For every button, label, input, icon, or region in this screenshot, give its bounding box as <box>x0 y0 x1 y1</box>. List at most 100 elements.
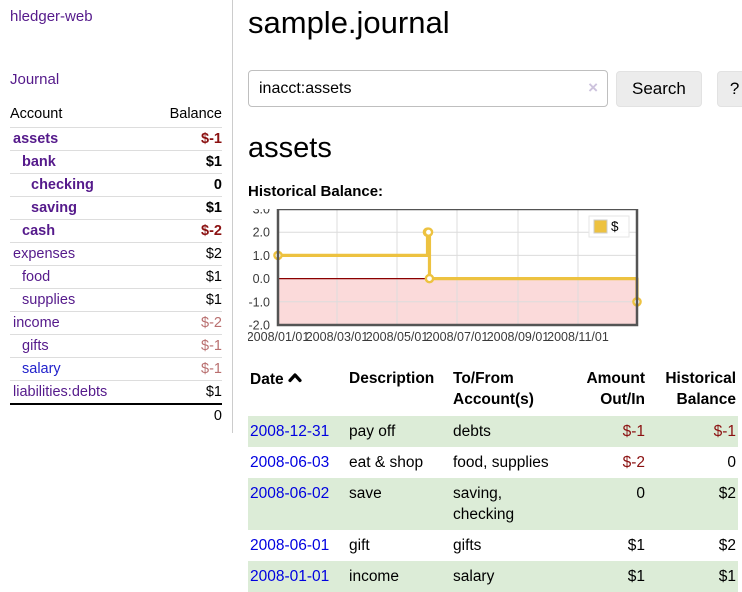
transaction-amount: 0 <box>636 485 645 502</box>
clear-search-icon[interactable]: × <box>588 78 598 97</box>
transaction-description: income <box>349 568 399 585</box>
account-link-bank[interactable]: bank <box>22 154 56 170</box>
account-row: bank $1 <box>10 150 222 174</box>
account-balance: $-1 <box>147 127 222 151</box>
account-row: salary $-1 <box>10 357 222 381</box>
balance-column-header: Balance <box>169 106 222 122</box>
transaction-description: pay off <box>349 423 396 440</box>
account-row: checking 0 <box>10 173 222 197</box>
date-column-header[interactable]: Date <box>248 366 347 416</box>
sidebar-journal-link[interactable]: Journal <box>10 71 60 88</box>
transactions-table: Date Description To/From Account(s) Amou… <box>248 366 738 592</box>
transaction-date-link[interactable]: 2008-12-31 <box>250 423 330 440</box>
account-row: cash $-2 <box>10 219 222 243</box>
description-column-header: Description <box>349 370 435 387</box>
y-axis-tick-label: 3.0 <box>253 209 270 217</box>
transaction-row[interactable]: 2008-06-02 save saving, checking 0 $2 <box>248 478 738 530</box>
account-link-food[interactable]: food <box>22 269 51 285</box>
transaction-accounts: saving, checking <box>453 485 515 523</box>
account-balance: $-2 <box>147 311 222 335</box>
transaction-accounts: debts <box>453 423 491 440</box>
legend-swatch <box>593 219 608 234</box>
account-link-assets[interactable]: assets <box>13 131 59 147</box>
account-link-cash[interactable]: cash <box>22 223 56 239</box>
transaction-date-link[interactable]: 2008-06-01 <box>250 537 330 554</box>
account-balance: $-2 <box>147 219 222 243</box>
transaction-amount: $1 <box>627 568 645 585</box>
account-row: assets $-1 <box>10 127 222 151</box>
account-balance: $-1 <box>147 357 222 381</box>
account-row: gifts $-1 <box>10 334 222 358</box>
chart-marker <box>424 273 435 284</box>
transaction-date-link[interactable]: 2008-06-02 <box>250 485 330 502</box>
account-row: liabilities:debts $1 <box>10 380 222 404</box>
account-link-supplies[interactable]: supplies <box>22 292 76 308</box>
accounts-column-header: To/From Account(s) <box>453 370 534 408</box>
account-balance-table: Account Balance assets $-1 bank $1 checking 0… <box>10 103 222 427</box>
help-button[interactable]: ? <box>716 70 742 107</box>
transaction-balance: $-1 <box>713 423 736 440</box>
transaction-description: gift <box>349 537 370 554</box>
transaction-date-link[interactable]: 2008-06-03 <box>250 454 330 471</box>
account-row: income $-2 <box>10 311 222 335</box>
account-link-income[interactable]: income <box>13 315 60 331</box>
transaction-date-link[interactable]: 2008-01-01 <box>250 568 330 585</box>
transaction-row[interactable]: 2008-06-01 gift gifts $1 $2 <box>248 530 738 561</box>
account-balance: $2 <box>147 242 222 266</box>
chart-marker <box>423 227 434 238</box>
account-row: supplies $1 <box>10 288 222 312</box>
x-axis-tick-label: 2008/07/01 <box>426 330 489 344</box>
y-axis-tick-label: 1.0 <box>253 249 270 263</box>
transaction-amount: $-1 <box>622 423 645 440</box>
x-axis-tick-label: 2008/01/01 <box>248 330 309 344</box>
y-axis-tick-label: -1.0 <box>248 295 270 309</box>
x-axis-tick-label: 2008/03/01 <box>306 330 369 344</box>
page-title: sample.journal <box>248 5 450 40</box>
transaction-accounts: gifts <box>453 537 482 554</box>
transaction-amount: $1 <box>627 537 645 554</box>
balance-column-header: Historical Balance <box>665 370 736 408</box>
account-link-liabilities-debts[interactable]: liabilities:debts <box>13 384 108 400</box>
account-balance: $1 <box>147 380 222 404</box>
transaction-accounts: salary <box>453 568 495 585</box>
app-title-link[interactable]: hledger-web <box>10 8 93 25</box>
sidebar: hledger-web Journal Account Balance asse… <box>0 0 233 433</box>
transaction-row[interactable]: 2008-01-01 income salary $1 $1 <box>248 561 738 592</box>
transaction-balance: $2 <box>718 537 736 554</box>
account-link-checking[interactable]: checking <box>31 177 94 193</box>
legend-label: $ <box>611 219 619 234</box>
account-link-salary[interactable]: salary <box>22 361 61 377</box>
search-input[interactable] <box>248 70 608 107</box>
account-balance: $-1 <box>147 334 222 358</box>
account-link-gifts[interactable]: gifts <box>22 338 49 354</box>
x-axis-tick-label: 2008/11/01 <box>547 330 609 344</box>
account-column-header: Account <box>10 106 63 122</box>
account-link-expenses[interactable]: expenses <box>13 246 76 262</box>
y-axis-tick-label: -2.0 <box>248 319 270 333</box>
account-row: saving $1 <box>10 196 222 220</box>
chart-heading: Historical Balance: <box>248 183 384 200</box>
search-input-wrap: × <box>248 70 608 107</box>
account-row: expenses $2 <box>10 242 222 266</box>
transaction-amount: $-2 <box>622 454 645 471</box>
y-axis-tick-label: 2.0 <box>253 226 270 240</box>
account-heading: assets <box>248 132 332 164</box>
total-balance: 0 <box>147 403 222 427</box>
account-link-saving[interactable]: saving <box>31 200 77 216</box>
transaction-row[interactable]: 2008-12-31 pay off debts $-1 $-1 <box>248 416 738 447</box>
y-axis-tick-label: 0.0 <box>253 272 270 286</box>
transaction-row[interactable]: 2008-06-03 eat & shop food, supplies $-2 0 <box>248 447 738 478</box>
transaction-description: eat & shop <box>349 454 424 471</box>
account-balance: 0 <box>147 173 222 197</box>
plot-border <box>276 207 639 327</box>
transaction-balance: 0 <box>727 454 736 471</box>
search-button[interactable]: Search <box>616 70 702 107</box>
total-row: 0 <box>10 403 222 427</box>
amount-column-header: Amount Out/In <box>586 370 645 408</box>
transaction-description: save <box>349 485 382 502</box>
historical-balance-chart: $3.0 2.0 1.0 0.0 -1.0 -2.0 2008/01/01 2008/03/0… <box>247 203 738 351</box>
transaction-accounts: food, supplies <box>453 454 549 471</box>
account-balance: $1 <box>147 196 222 220</box>
x-axis-tick-label: 2008/09/01 <box>487 330 550 344</box>
account-row: food $1 <box>10 265 222 289</box>
